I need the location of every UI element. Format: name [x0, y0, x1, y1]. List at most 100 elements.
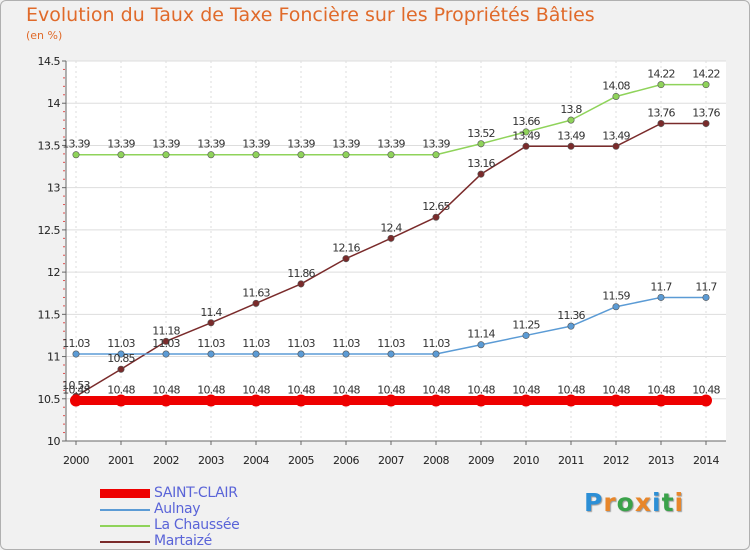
data-point — [387, 350, 395, 358]
data-label: 13.39 — [62, 138, 90, 151]
data-point — [117, 350, 125, 358]
legend-label-martaize: Martaizé — [154, 533, 212, 549]
y-tick-label: 10.5 — [38, 393, 61, 406]
x-tick-label: 2005 — [288, 454, 314, 467]
data-label: 13.39 — [107, 138, 135, 151]
data-point — [657, 293, 665, 301]
data-label: 11.86 — [287, 267, 315, 280]
x-tick-label: 2006 — [333, 454, 359, 467]
logo-letter: r — [603, 488, 617, 517]
data-point — [520, 394, 532, 407]
data-point — [250, 394, 262, 407]
data-label: 13.39 — [377, 138, 405, 151]
y-tick-label: 11 — [47, 351, 60, 364]
legend-item-aulnay: Aulnay — [100, 501, 350, 518]
data-label: 13.39 — [287, 138, 315, 151]
data-point — [430, 394, 442, 407]
data-label: 11.18 — [152, 324, 180, 337]
legend-swatch-aulnay — [100, 509, 150, 511]
y-tick-label: 14.5 — [38, 55, 61, 68]
x-tick-label: 2009 — [468, 454, 494, 467]
logo-letter: i — [674, 488, 685, 517]
data-label: 10.48 — [692, 383, 720, 396]
legend-swatch-martaize — [100, 541, 150, 543]
data-point — [162, 151, 170, 159]
data-point — [160, 394, 172, 407]
legend-item-saint-clair: SAINT-CLAIR — [100, 485, 350, 502]
data-label: 11.03 — [287, 337, 315, 350]
data-label: 10.48 — [377, 383, 405, 396]
data-point — [115, 394, 127, 407]
data-label: 11.03 — [197, 337, 225, 350]
data-label: 12.16 — [332, 242, 360, 255]
data-point — [385, 394, 397, 407]
x-tick-label: 2004 — [243, 454, 269, 467]
x-tick-label: 2014 — [693, 454, 719, 467]
data-point — [342, 350, 350, 358]
x-tick-label: 2008 — [423, 454, 449, 467]
logo-letter: P — [584, 488, 604, 517]
data-label: 14.08 — [602, 79, 630, 92]
data-label: 10.48 — [287, 383, 315, 396]
data-label: 11.59 — [602, 290, 630, 303]
data-label: 11.14 — [467, 328, 495, 341]
data-label: 11.25 — [512, 318, 540, 331]
y-tick-label: 13 — [47, 182, 60, 195]
data-point — [297, 280, 305, 288]
x-tick-label: 2012 — [603, 454, 629, 467]
data-label: 11.63 — [242, 286, 270, 299]
data-point — [387, 151, 395, 159]
x-tick-label: 2001 — [108, 454, 134, 467]
data-point — [702, 119, 710, 127]
data-label: 11.03 — [242, 337, 270, 350]
data-label: 13.39 — [332, 138, 360, 151]
chart-title: Evolution du Taux de Taxe Foncière sur l… — [26, 4, 595, 26]
data-label: 10.48 — [152, 383, 180, 396]
data-point — [205, 394, 217, 407]
data-label: 13.39 — [242, 138, 270, 151]
data-point — [610, 394, 622, 407]
data-label: 10.48 — [242, 383, 270, 396]
data-point — [475, 394, 487, 407]
data-point — [387, 234, 395, 242]
data-label: 11.03 — [62, 337, 90, 350]
data-point — [70, 394, 82, 407]
data-label: 13.76 — [692, 106, 720, 119]
data-point — [295, 394, 307, 407]
data-point — [207, 151, 215, 159]
data-label: 11.03 — [152, 337, 180, 350]
y-tick-label: 14 — [47, 97, 60, 110]
data-point — [522, 128, 530, 136]
data-label: 10.48 — [107, 383, 135, 396]
data-point — [72, 151, 80, 159]
data-point — [252, 350, 260, 358]
data-label: 13.49 — [512, 129, 540, 142]
proxiti-logo: Proxiti — [584, 488, 684, 517]
legend-swatch-saint-clair — [100, 489, 150, 498]
data-point — [432, 213, 440, 221]
data-point — [567, 116, 575, 124]
data-point — [657, 81, 665, 89]
data-point — [702, 293, 710, 301]
x-tick-label: 2007 — [378, 454, 404, 467]
data-point — [207, 319, 215, 327]
data-point — [477, 341, 485, 349]
legend-label-la-chaussee: La Chaussée — [154, 517, 240, 533]
data-label: 10.48 — [467, 383, 495, 396]
logo-letter: i — [652, 488, 662, 517]
data-point — [477, 170, 485, 178]
logo-letter: t — [661, 488, 675, 517]
data-label: 13.8 — [560, 103, 582, 116]
data-label: 10.48 — [422, 383, 450, 396]
data-point — [700, 394, 712, 407]
data-label: 10.48 — [62, 383, 90, 396]
data-label: 11.03 — [332, 337, 360, 350]
legend-label-aulnay: Aulnay — [154, 501, 201, 517]
data-point — [117, 365, 125, 373]
data-label: 13.66 — [512, 115, 540, 128]
data-label: 14.22 — [647, 68, 675, 81]
data-point — [207, 350, 215, 358]
y-tick-label: 12 — [47, 266, 60, 279]
data-point — [567, 142, 575, 150]
